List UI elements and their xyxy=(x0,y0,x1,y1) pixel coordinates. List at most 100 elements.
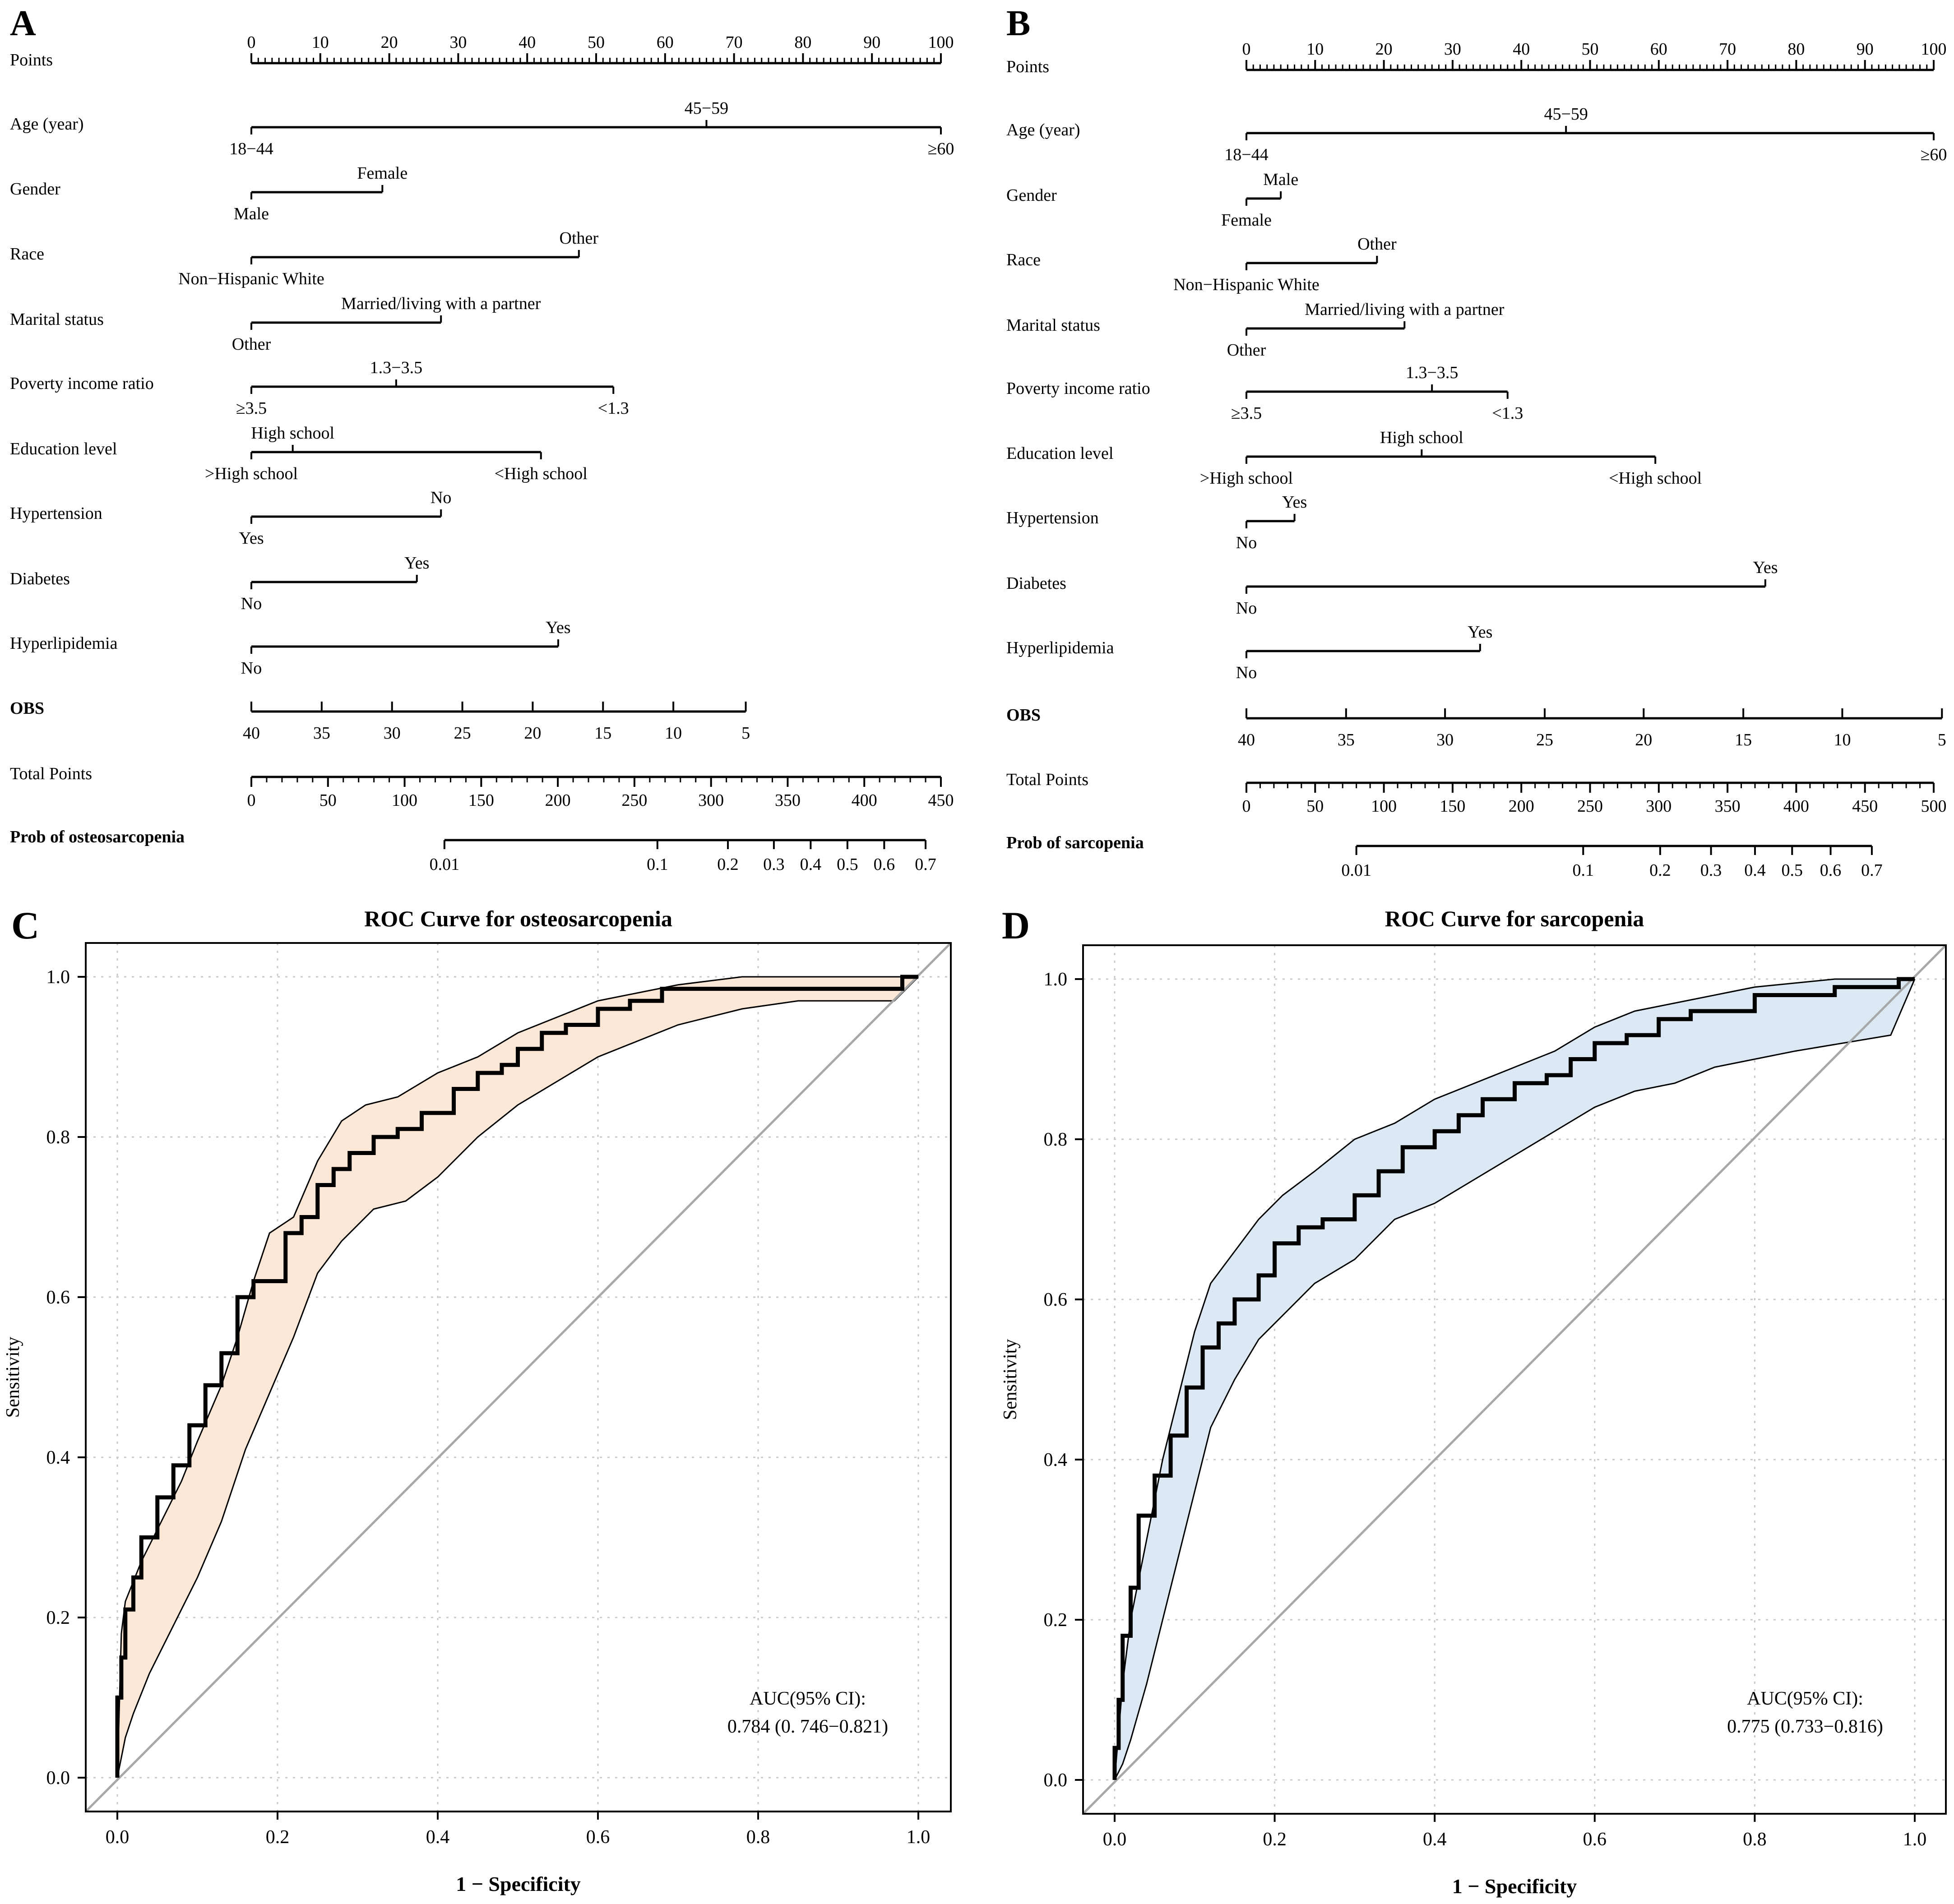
y-tick-label: 1.0 xyxy=(46,967,70,988)
y-tick-label: 0.4 xyxy=(1044,1450,1068,1470)
points-tick-label: 70 xyxy=(1719,40,1736,59)
lower-ci-line xyxy=(1114,979,1916,1780)
level-label: Non−Hispanic White xyxy=(1173,275,1320,294)
total-tick-label: 300 xyxy=(698,791,724,810)
panel-label: B xyxy=(1006,4,1030,43)
roc-curve xyxy=(1112,977,1915,1780)
points-tick-label: 100 xyxy=(928,33,954,52)
row-label-poverty-income-ratio: Poverty income ratio xyxy=(10,374,154,393)
y-tick-label: 1.0 xyxy=(1044,969,1068,990)
roc-panel-d: D ROC Curve for sarcopenia 0.0 0.2 0.4 0.6 0.8… xyxy=(1000,904,1947,1898)
row-label-probability: Prob of sarcopenia xyxy=(1006,833,1144,852)
level-label: No xyxy=(1236,533,1257,552)
x-tick-label: 0.0 xyxy=(1103,1829,1127,1850)
probability-tick-label: 0.5 xyxy=(837,855,858,874)
total-tick-label: 100 xyxy=(392,791,417,810)
x-tick-label: 0.8 xyxy=(1743,1829,1767,1850)
auc-annotation-value: 0.775 (0.733−0.816) xyxy=(1727,1716,1883,1737)
level-label: No xyxy=(241,594,262,613)
points-tick-label: 70 xyxy=(726,33,743,52)
x-tick-label: 0.8 xyxy=(746,1827,770,1848)
level-label: High school xyxy=(1380,428,1463,447)
row-label-gender: Gender xyxy=(1006,186,1057,205)
y-tick-label: 0.4 xyxy=(46,1447,70,1468)
row-label-diabetes: Diabetes xyxy=(10,569,70,588)
level-label: Married/living with a partner xyxy=(341,294,541,313)
total-tick-label: 200 xyxy=(545,791,571,810)
points-tick-label: 20 xyxy=(381,33,398,52)
level-label: 5 xyxy=(1938,730,1946,749)
row-label-education-level: Education level xyxy=(10,439,117,458)
auc-annotation-heading: AUC(95% CI): xyxy=(750,1688,866,1709)
level-label: Other xyxy=(1357,235,1397,254)
level-label: <High school xyxy=(1609,469,1702,488)
probability-tick-label: 0.1 xyxy=(647,855,668,874)
points-tick-label: 50 xyxy=(1582,40,1599,59)
level-label: 20 xyxy=(1635,730,1652,749)
level-label: Yes xyxy=(239,529,264,548)
total-tick-label: 350 xyxy=(1715,797,1741,816)
x-tick-label: 0.2 xyxy=(1263,1829,1287,1850)
total-tick-label: 0 xyxy=(247,791,256,810)
y-tick-label: 0.8 xyxy=(46,1127,70,1148)
level-label: Yes xyxy=(1468,623,1492,642)
level-label: 30 xyxy=(1436,730,1454,749)
level-label: 5 xyxy=(741,724,750,743)
points-tick-label: 80 xyxy=(1787,40,1805,59)
probability-tick-label: 0.2 xyxy=(1649,861,1671,880)
probability-tick-label: 0.6 xyxy=(874,855,895,874)
level-label: No xyxy=(1236,599,1257,618)
row-label-hypertension: Hypertension xyxy=(1006,508,1099,527)
points-tick-label: 100 xyxy=(1921,40,1947,59)
probability-tick-label: 0.2 xyxy=(717,855,739,874)
level-label: Yes xyxy=(546,618,570,637)
level-label: 40 xyxy=(243,724,260,743)
level-label: No xyxy=(1236,663,1257,682)
level-label: <High school xyxy=(495,464,588,483)
level-label: 15 xyxy=(1735,730,1752,749)
reference-diagonal xyxy=(85,942,952,1812)
level-label: Other xyxy=(232,335,271,354)
points-tick-label: 90 xyxy=(863,33,880,52)
total-tick-label: 200 xyxy=(1509,797,1534,816)
total-tick-label: 400 xyxy=(1783,797,1809,816)
roc-panel-c: C ROC Curve for osteosarcopenia 0.0 0.2 0.4 0… xyxy=(3,904,952,1895)
total-tick-label: 400 xyxy=(852,791,877,810)
row-label-obs: OBS xyxy=(10,699,44,718)
plot-frame xyxy=(85,942,952,1812)
level-label: Other xyxy=(1227,341,1266,360)
row-label-total-points: Total Points xyxy=(1006,770,1088,789)
row-label-race: Race xyxy=(1006,250,1041,269)
row-label-obs: OBS xyxy=(1006,706,1041,725)
confidence-band xyxy=(1115,979,1915,1780)
panel-label: C xyxy=(11,904,39,947)
points-tick-label: 40 xyxy=(1513,40,1530,59)
level-label: Married/living with a partner xyxy=(1305,300,1504,319)
level-label: Yes xyxy=(404,554,429,573)
points-tick-label: 10 xyxy=(1306,40,1324,59)
auc-annotation-heading: AUC(95% CI): xyxy=(1747,1688,1863,1709)
level-label: 1.3−3.5 xyxy=(1406,363,1458,382)
plot-frame xyxy=(1082,944,1947,1815)
level-label: 30 xyxy=(384,724,401,743)
probability-tick-label: 0.4 xyxy=(1744,861,1766,880)
points-tick-label: 60 xyxy=(657,33,674,52)
total-tick-label: 50 xyxy=(319,791,337,810)
reference-diagonal xyxy=(1082,944,1947,1815)
level-label: 45−59 xyxy=(1544,105,1588,124)
x-tick-label: 0.6 xyxy=(1583,1829,1607,1850)
row-label-hyperlipidemia: Hyperlipidemia xyxy=(1006,638,1114,657)
level-label: ≥3.5 xyxy=(1231,404,1262,423)
probability-tick-label: 0.3 xyxy=(763,855,785,874)
total-tick-label: 50 xyxy=(1306,797,1324,816)
row-label-age-year-: Age (year) xyxy=(10,115,84,134)
level-label: Male xyxy=(234,204,269,223)
level-label: Other xyxy=(560,229,599,248)
level-label: 10 xyxy=(1834,730,1851,749)
chart-title: ROC Curve for osteosarcopenia xyxy=(364,906,672,931)
level-label: 35 xyxy=(1338,730,1355,749)
roc-curve xyxy=(115,975,918,1778)
row-label-probability: Prob of osteosarcopenia xyxy=(10,827,185,846)
total-tick-label: 250 xyxy=(621,791,647,810)
